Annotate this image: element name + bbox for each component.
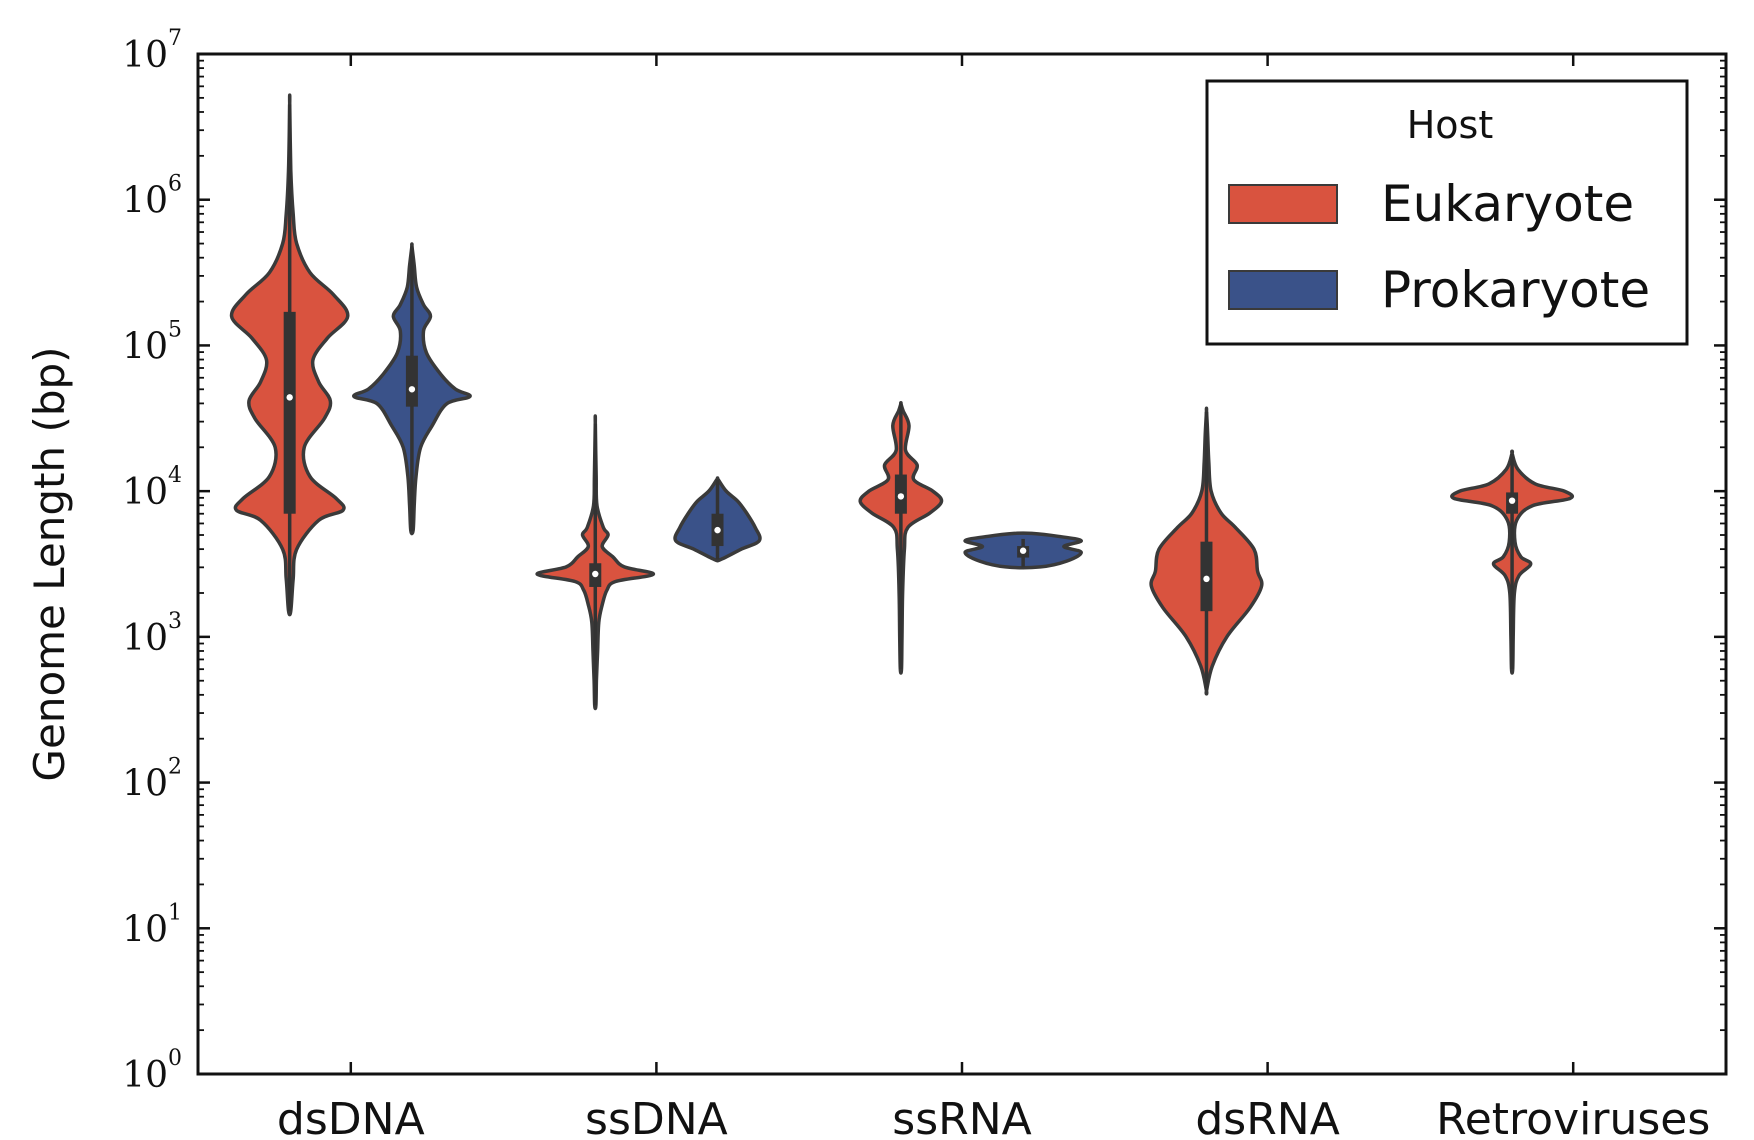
plot-area [196, 52, 1728, 1076]
violin-eukaryote-ssrna [858, 401, 944, 675]
x-tick-label: ssRNA [892, 1094, 1031, 1140]
y-tick-label: 10 [122, 1055, 168, 1096]
violin-median [1508, 497, 1516, 504]
y-tick-exponent: 0 [168, 1046, 182, 1071]
violin-iqr-box [405, 355, 418, 407]
x-axis-ticks: dsDNA ssDNA ssRNA dsRNA Retroviruses [277, 54, 1710, 1140]
violin-median [1019, 547, 1027, 554]
x-tick-label: ssDNA [585, 1094, 728, 1140]
violin-eukaryote-dsrna [1149, 406, 1264, 696]
y-tick-exponent: 5 [168, 317, 182, 342]
y-tick-label: 10 [122, 909, 168, 950]
violin-median [1203, 575, 1210, 583]
violin-prokaryote-ssrna [963, 531, 1083, 570]
violin-iqr-box [283, 311, 296, 514]
y-tick-exponent: 6 [168, 172, 182, 197]
y-tick-exponent: 4 [168, 463, 182, 488]
violin-eukaryote-dsdna [229, 93, 350, 617]
y-tick-exponent: 7 [168, 26, 182, 51]
y-tick-exponent: 3 [168, 609, 182, 634]
y-tick-label: 10 [122, 35, 168, 76]
y-tick-label: 10 [122, 764, 168, 805]
violin-prokaryote-dsdna [352, 242, 472, 536]
violin-median [897, 493, 905, 500]
legend-swatch-eukaryote [1228, 184, 1338, 224]
legend-label-eukaryote: Eukaryote [1381, 175, 1634, 233]
legend-label-prokaryote: Prokaryote [1381, 261, 1650, 319]
y-tick-label: 10 [122, 618, 168, 659]
legend: Host Eukaryote Prokaryote [1205, 79, 1689, 346]
y-tick-exponent: 1 [168, 900, 182, 925]
violin-prokaryote-ssdna [673, 476, 762, 563]
legend-swatch-prokaryote [1228, 270, 1338, 310]
x-tick-label: Retroviruses [1436, 1094, 1710, 1140]
y-tick-exponent: 2 [168, 755, 182, 780]
y-tick-label: 10 [122, 326, 168, 367]
violin-eukaryote-ssdna [535, 414, 656, 711]
violin-eukaryote-retroviruses [1450, 449, 1575, 675]
legend-title: Host [1407, 103, 1494, 147]
violin-median [714, 526, 721, 534]
x-tick-label: dsRNA [1195, 1094, 1339, 1140]
y-axis-label: Genome Length (bp) [25, 346, 74, 781]
x-tick-label: dsDNA [277, 1094, 425, 1140]
y-tick-label: 10 [122, 181, 168, 222]
violin-median [592, 570, 599, 578]
violin-median [408, 386, 416, 393]
violin-median [286, 394, 293, 401]
y-tick-label: 10 [122, 472, 168, 513]
y-axis-title: Genome Length (bp) [25, 346, 74, 781]
